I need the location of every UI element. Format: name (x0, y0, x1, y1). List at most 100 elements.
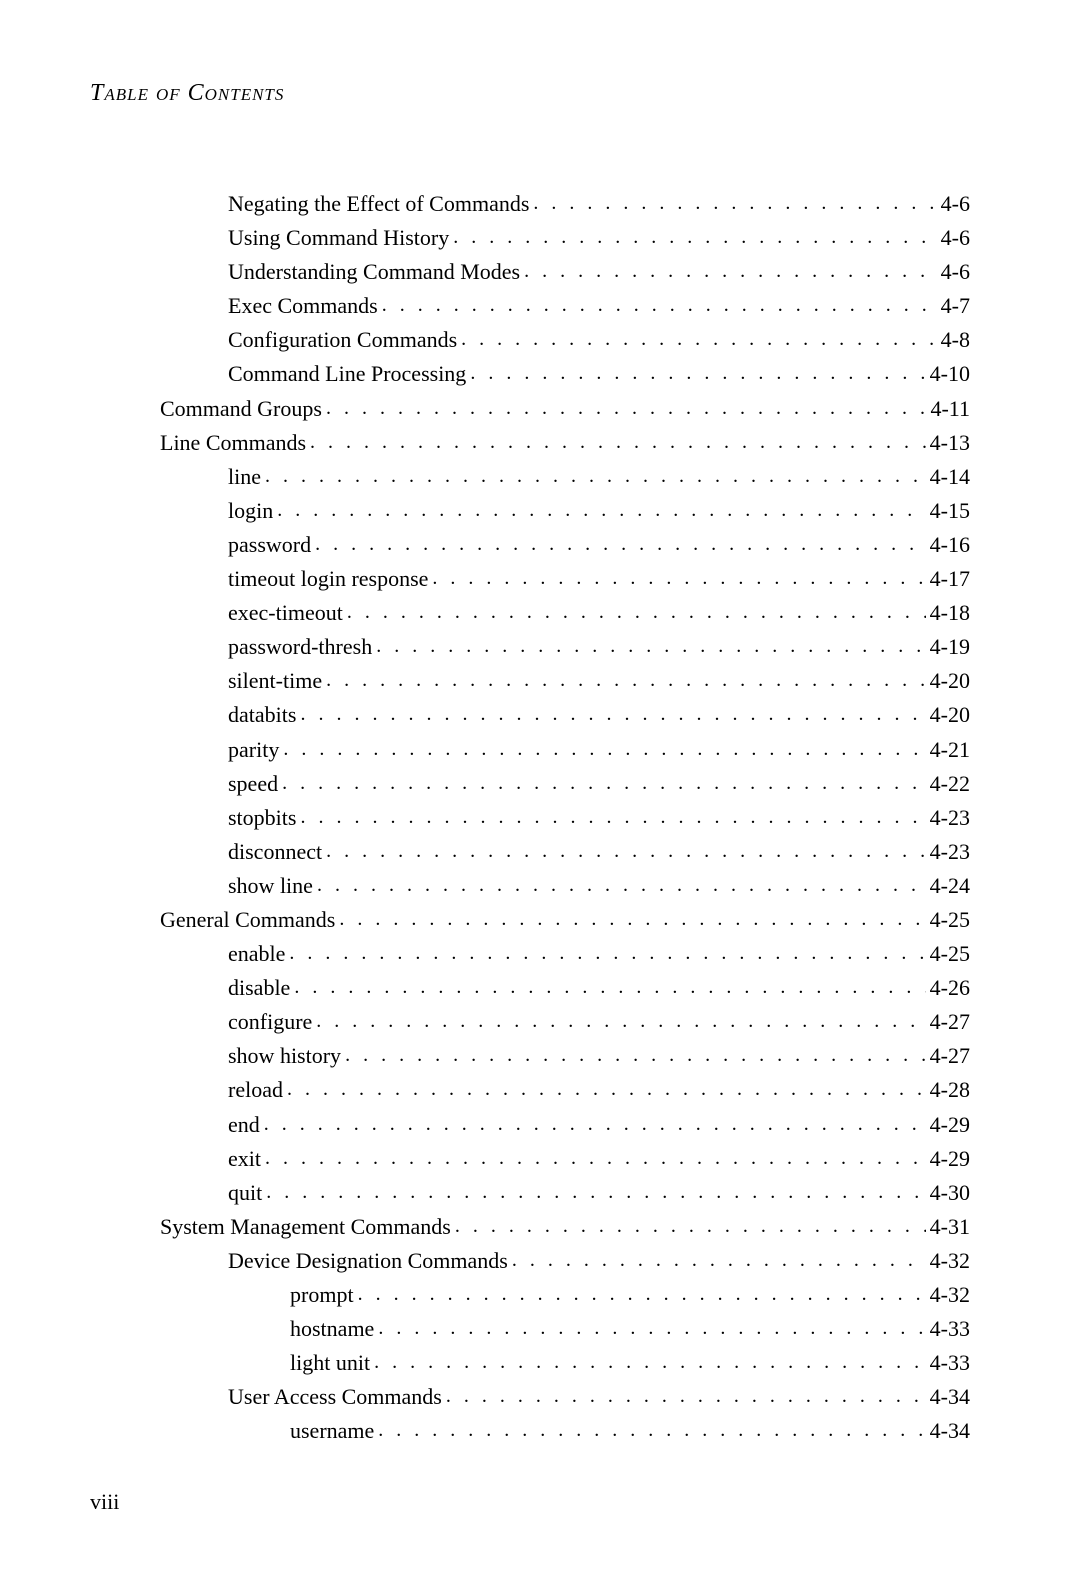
toc-entry-page: 4-27 (926, 1039, 970, 1073)
toc-leader-dots (306, 427, 926, 458)
toc-entry-page: 4-34 (926, 1414, 970, 1448)
toc-entry-page: 4-22 (926, 767, 970, 801)
toc-entry-label: hostname (290, 1312, 374, 1346)
toc-entry: disconnect 4-23 (160, 835, 970, 869)
toc-entry: Device Designation Commands 4-32 (160, 1244, 970, 1278)
toc-leader-dots (322, 665, 926, 696)
toc-entry-page: 4-16 (926, 528, 970, 562)
header-title: Table of Contents (90, 80, 284, 106)
toc-entry-page: 4-26 (926, 971, 970, 1005)
toc-entry-page: 4-29 (926, 1108, 970, 1142)
toc-leader-dots (529, 188, 936, 219)
toc-entry: reload 4-28 (160, 1073, 970, 1107)
toc-leader-dots (279, 734, 925, 765)
toc-entry-page: 4-24 (926, 869, 970, 903)
toc-leader-dots (273, 495, 925, 526)
toc-entry: prompt 4-32 (160, 1278, 970, 1312)
toc-entry: Exec Commands 4-7 (160, 289, 970, 323)
toc-leader-dots (260, 1109, 926, 1140)
toc-entry: password 4-16 (160, 528, 970, 562)
toc-leader-dots (335, 904, 925, 935)
toc-entry-page: 4-7 (937, 289, 970, 323)
toc-entry-label: username (290, 1414, 374, 1448)
toc-entry: User Access Commands 4-34 (160, 1380, 970, 1414)
toc-entry: stopbits 4-23 (160, 801, 970, 835)
toc-entry-label: speed (228, 767, 278, 801)
toc-entry-page: 4-25 (926, 937, 970, 971)
toc-entry-label: password-thresh (228, 630, 372, 664)
toc-leader-dots (442, 1381, 926, 1412)
toc-leader-dots (449, 222, 936, 253)
toc-entry-label: Device Designation Commands (228, 1244, 508, 1278)
toc-entry-label: configure (228, 1005, 312, 1039)
toc-entry-label: timeout login response (228, 562, 428, 596)
toc-entry-label: General Commands (160, 903, 335, 937)
toc-entry-label: parity (228, 733, 279, 767)
toc-entry: light unit 4-33 (160, 1346, 970, 1380)
toc-entry-label: reload (228, 1073, 283, 1107)
toc-entry: exec-timeout 4-18 (160, 596, 970, 630)
toc-entry: quit 4-30 (160, 1176, 970, 1210)
toc-entry-page: 4-6 (937, 187, 970, 221)
toc-entry: end 4-29 (160, 1108, 970, 1142)
toc-entry-page: 4-18 (926, 596, 970, 630)
toc-entry-page: 4-27 (926, 1005, 970, 1039)
toc-entry-label: Negating the Effect of Commands (228, 187, 529, 221)
toc-entry: enable 4-25 (160, 937, 970, 971)
toc-entry: Command Groups 4-11 (160, 392, 970, 426)
toc-leader-dots (354, 1279, 926, 1310)
toc-entry-page: 4-32 (926, 1244, 970, 1278)
toc-entry-page: 4-20 (926, 698, 970, 732)
toc-entry-page: 4-30 (926, 1176, 970, 1210)
toc-leader-dots (508, 1245, 926, 1276)
toc-entry: disable 4-26 (160, 971, 970, 1005)
toc-entry-label: password (228, 528, 311, 562)
toc-entry: silent-time 4-20 (160, 664, 970, 698)
toc-entry-label: end (228, 1108, 260, 1142)
toc-leader-dots (428, 563, 925, 594)
toc-entry-label: Command Line Processing (228, 357, 466, 391)
toc-entry: exit 4-29 (160, 1142, 970, 1176)
toc-entry: System Management Commands 4-31 (160, 1210, 970, 1244)
toc-entry-label: Configuration Commands (228, 323, 457, 357)
toc-entry: login 4-15 (160, 494, 970, 528)
toc-entry-page: 4-31 (926, 1210, 970, 1244)
toc-entry-page: 4-19 (926, 630, 970, 664)
toc-leader-dots (341, 1040, 926, 1071)
toc-entry-label: databits (228, 698, 296, 732)
toc-entry-page: 4-21 (926, 733, 970, 767)
toc-entry-page: 4-17 (926, 562, 970, 596)
toc-entry-label: System Management Commands (160, 1210, 451, 1244)
toc-leader-dots (374, 1415, 925, 1446)
page-number: viii (90, 1489, 119, 1515)
toc-leader-dots (312, 1006, 925, 1037)
toc-leader-dots (278, 768, 926, 799)
toc-entry: configure 4-27 (160, 1005, 970, 1039)
toc-entry: Line Commands 4-13 (160, 426, 970, 460)
toc-entry-label: disconnect (228, 835, 322, 869)
toc-entry: Command Line Processing 4-10 (160, 357, 970, 391)
toc-entry: show line 4-24 (160, 869, 970, 903)
toc-leader-dots (343, 597, 926, 628)
toc-entry-page: 4-11 (926, 392, 970, 426)
toc-entry-label: show history (228, 1039, 341, 1073)
toc-leader-dots (311, 529, 926, 560)
toc-leader-dots (313, 870, 926, 901)
toc-entry-label: enable (228, 937, 285, 971)
toc-leader-dots (296, 802, 925, 833)
toc-entry-page: 4-34 (926, 1380, 970, 1414)
toc-entry-page: 4-28 (926, 1073, 970, 1107)
page-header: Table of Contents (90, 80, 990, 107)
toc-entry-page: 4-33 (926, 1312, 970, 1346)
toc-entry-label: show line (228, 869, 313, 903)
toc-entry: databits 4-20 (160, 698, 970, 732)
toc-entry: username 4-34 (160, 1414, 970, 1448)
toc-entry-page: 4-15 (926, 494, 970, 528)
toc-entry-page: 4-14 (926, 460, 970, 494)
toc-entry-label: disable (228, 971, 290, 1005)
toc-leader-dots (290, 972, 925, 1003)
toc-entry-page: 4-29 (926, 1142, 970, 1176)
toc-entry: Negating the Effect of Commands 4-6 (160, 187, 970, 221)
toc-entry-page: 4-10 (926, 357, 970, 391)
toc-entry: General Commands 4-25 (160, 903, 970, 937)
